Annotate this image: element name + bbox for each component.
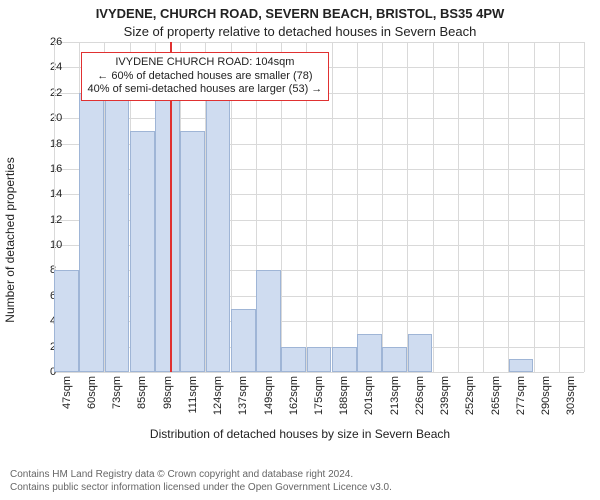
y-axis-label: Number of detached properties [3,157,17,322]
x-tick-label: 85sqm [136,376,148,409]
histogram-bar [256,270,281,372]
chart-subtitle: Size of property relative to detached ho… [0,24,600,39]
x-tick-label: 226sqm [414,376,426,415]
chart-container: IVYDENE, CHURCH ROAD, SEVERN BEACH, BRIS… [0,0,600,500]
histogram-bar [206,93,231,372]
x-tick-label: 213sqm [389,376,401,415]
gridline-vertical [382,42,383,372]
x-tick-label: 60sqm [86,376,98,409]
gridline-horizontal [54,118,584,119]
chart-title: IVYDENE, CHURCH ROAD, SEVERN BEACH, BRIS… [0,6,600,21]
x-axis-label: Distribution of detached houses by size … [0,427,600,441]
histogram-bar [281,347,306,372]
histogram-bar [180,131,205,372]
x-tick-label: 124sqm [212,376,224,415]
x-tick-label: 303sqm [565,376,577,415]
histogram-bar [54,270,79,372]
gridline-horizontal [54,372,584,373]
gridline-vertical [458,42,459,372]
gridline-vertical [357,42,358,372]
x-tick-label: 162sqm [288,376,300,415]
x-tick-label: 290sqm [540,376,552,415]
footer-attribution: Contains HM Land Registry data © Crown c… [10,468,392,494]
plot-area: 0246810121416182022242647sqm60sqm73sqm85… [54,42,584,372]
x-tick-label: 265sqm [490,376,502,415]
gridline-vertical [332,42,333,372]
x-tick-label: 149sqm [263,376,275,415]
histogram-bar [382,347,407,372]
histogram-bar [231,309,256,372]
annotation-line: ← 60% of detached houses are smaller (78… [88,70,323,84]
histogram-bar [408,334,433,372]
annotation-line: IVYDENE CHURCH ROAD: 104sqm [88,56,323,70]
histogram-bar [509,359,534,372]
x-tick-label: 137sqm [237,376,249,415]
gridline-vertical [483,42,484,372]
x-tick-label: 175sqm [313,376,325,415]
gridline-vertical [508,42,509,372]
histogram-bar [307,347,332,372]
histogram-bar [357,334,382,372]
histogram-bar [79,93,104,372]
x-tick-label: 47sqm [61,376,73,409]
annotation-box: IVYDENE CHURCH ROAD: 104sqm← 60% of deta… [81,52,330,101]
gridline-horizontal [54,42,584,43]
x-tick-label: 252sqm [464,376,476,415]
histogram-bar [155,93,180,372]
x-tick-label: 73sqm [111,376,123,409]
footer-line: Contains public sector information licen… [10,481,392,494]
annotation-line: 40% of semi-detached houses are larger (… [88,83,323,97]
x-tick-label: 98sqm [162,376,174,409]
x-tick-label: 277sqm [515,376,527,415]
histogram-bar [332,347,357,372]
gridline-vertical [534,42,535,372]
histogram-bar [130,131,155,372]
gridline-vertical [584,42,585,372]
gridline-vertical [407,42,408,372]
x-tick-label: 201sqm [363,376,375,415]
x-tick-label: 188sqm [338,376,350,415]
x-tick-label: 111sqm [187,376,199,414]
histogram-bar [105,93,130,372]
gridline-vertical [559,42,560,372]
x-tick-label: 239sqm [439,376,451,415]
footer-line: Contains HM Land Registry data © Crown c… [10,468,392,481]
gridline-vertical [433,42,434,372]
